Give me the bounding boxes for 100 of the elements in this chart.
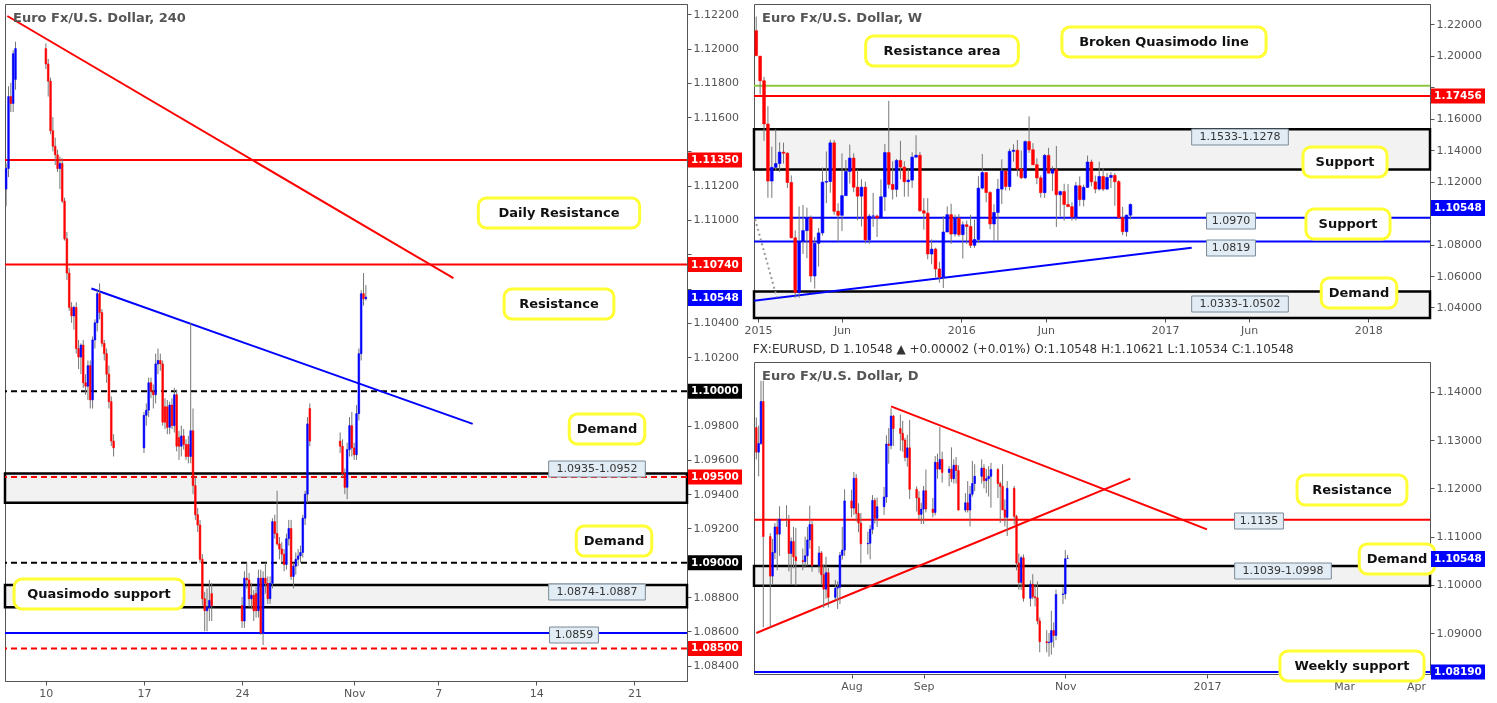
candlestick — [949, 203, 953, 245]
x-tick-label: Apr — [1407, 679, 1427, 693]
candlestick — [941, 451, 944, 484]
x-tick-label: Nov — [343, 686, 366, 700]
y-tick-label: 1.11000 — [693, 213, 739, 227]
candlestick — [1050, 165, 1055, 192]
candlestick — [866, 531, 869, 555]
y-tick-label: 1.08800 — [693, 590, 739, 604]
y-tick-label: 1.08600 — [693, 624, 739, 638]
candlestick — [950, 446, 953, 483]
y-tick-label: 1.11000 — [1436, 530, 1482, 544]
x-tick-label: 10 — [39, 686, 54, 700]
candlestick — [989, 462, 993, 509]
annotation: 1.0333-1.0502 — [1199, 297, 1281, 310]
y-tick-label: 1.08400 — [693, 659, 739, 673]
annotation: Weekly support — [1294, 658, 1410, 673]
candlestick — [1045, 629, 1048, 653]
y-tick-label: 1.09000 — [1436, 626, 1482, 640]
x-tick-label: Jun — [1036, 323, 1055, 337]
x-tick-label: Aug — [841, 679, 863, 693]
x-tick-label: Sep — [913, 679, 935, 693]
annotation: Support — [1315, 154, 1375, 169]
candlestick — [982, 463, 986, 489]
annotation: Resistance — [1312, 482, 1392, 497]
x-tick-label: 14 — [529, 686, 544, 700]
text: Euro Fx/U.S. Dollar, W — [762, 10, 923, 25]
y-tick-label: 1.10200 — [693, 350, 739, 364]
x-tick-label: Jun — [832, 323, 852, 337]
annotation: Demand — [1328, 285, 1390, 300]
ref-line-label: 1.08190 — [1434, 665, 1482, 678]
text: 1.10548 — [1434, 201, 1482, 213]
text: 1.10548 — [1434, 552, 1482, 564]
annotation: Resistance area — [883, 43, 1001, 58]
candlestick — [180, 425, 183, 457]
annotation: Quasimodo support — [27, 586, 171, 601]
chart-title: Euro Fx/U.S. Dollar, 240 — [13, 10, 186, 25]
y-tick-label: 1.13000 — [1436, 433, 1482, 447]
y-tick-label: 1.14000 — [1436, 143, 1482, 157]
text: 1.10548 — [691, 291, 739, 303]
candlestick — [1070, 201, 1074, 222]
y-tick-label: 1.10400 — [693, 316, 739, 330]
x-tick-label: 24 — [235, 686, 250, 700]
x-tick-label: 17 — [137, 686, 152, 700]
candlestick — [1062, 183, 1066, 222]
y-tick-label: 1.20000 — [1436, 49, 1482, 63]
annotation: Resistance — [519, 296, 599, 311]
ref-line-label: 1.10740 — [691, 257, 739, 270]
candlestick — [876, 497, 879, 528]
candlestick — [1078, 175, 1082, 207]
annotation: Demand — [583, 533, 645, 548]
annotation: Daily Resistance — [498, 205, 620, 220]
text: Euro Fx/U.S. Dollar, D — [762, 368, 919, 383]
annotation: 1.1039-1.0998 — [1242, 564, 1324, 577]
y-tick-label: 1.09400 — [693, 487, 739, 501]
annotation: 1.0935-1.0952 — [556, 462, 638, 475]
candlestick — [892, 414, 895, 447]
candlestick — [1109, 171, 1113, 189]
ref-line-label: 1.17456 — [1434, 88, 1482, 101]
x-tick-label: 7 — [435, 686, 443, 700]
annotation: 1.0874-1.0887 — [556, 585, 638, 598]
candlestick — [1004, 169, 1008, 191]
candlestick — [1089, 159, 1094, 187]
annotation: 1.0819 — [1211, 241, 1251, 254]
x-tick-label: Mar — [1334, 679, 1356, 693]
y-tick-label: 1.11600 — [693, 110, 739, 124]
candlestick — [899, 414, 902, 452]
candlestick — [968, 214, 973, 249]
y-tick-label: 1.10000 — [1436, 578, 1482, 592]
y-tick-label: 1.06000 — [1436, 269, 1482, 283]
y-tick-label: 1.04000 — [1436, 300, 1482, 314]
x-tick-label: 2018 — [1354, 323, 1383, 337]
ref-line-label: 1.11350 — [691, 152, 739, 165]
candlestick — [1050, 610, 1053, 656]
y-tick-label: 1.11200 — [693, 179, 739, 193]
x-tick-label: 21 — [627, 686, 642, 700]
candlestick — [1015, 139, 1020, 177]
candlestick — [1101, 167, 1105, 192]
ref-line-label: 1.08500 — [691, 641, 739, 654]
annotation: 1.1533-1.1278 — [1199, 130, 1281, 143]
candlestick — [898, 140, 903, 180]
x-tick-label: 2015 — [744, 323, 773, 337]
x-tick-label: 2017 — [1151, 323, 1180, 337]
x-tick-label: Nov — [1055, 679, 1078, 693]
annotation: 1.1135 — [1239, 514, 1279, 527]
y-tick-label: 1.12000 — [1436, 175, 1482, 189]
y-tick-label: 1.12000 — [693, 42, 739, 56]
x-tick-label: 2017 — [1193, 679, 1222, 693]
y-tick-label: 1.08000 — [1436, 238, 1482, 252]
annotation: Demand — [1366, 551, 1428, 566]
y-tick-label: 1.14000 — [1436, 385, 1482, 399]
candlestick — [794, 527, 797, 587]
y-tick-label: 1.09200 — [693, 521, 739, 535]
ref-line-label: 1.09500 — [691, 470, 739, 483]
annotation: 1.0859 — [554, 628, 594, 641]
y-tick-label: 1.12200 — [693, 7, 739, 21]
y-tick-label: 1.09800 — [693, 419, 739, 433]
candlestick — [980, 458, 983, 485]
chart-subtitle: FX:EURUSD, D 1.10548 ▲ +0.00002 (+0.01%) O:1.10548 H:1.10621 L:1.10534 C:1.10548 — [752, 342, 1294, 356]
annotation: Support — [1318, 216, 1378, 231]
y-tick-label: 1.22000 — [1436, 17, 1482, 31]
